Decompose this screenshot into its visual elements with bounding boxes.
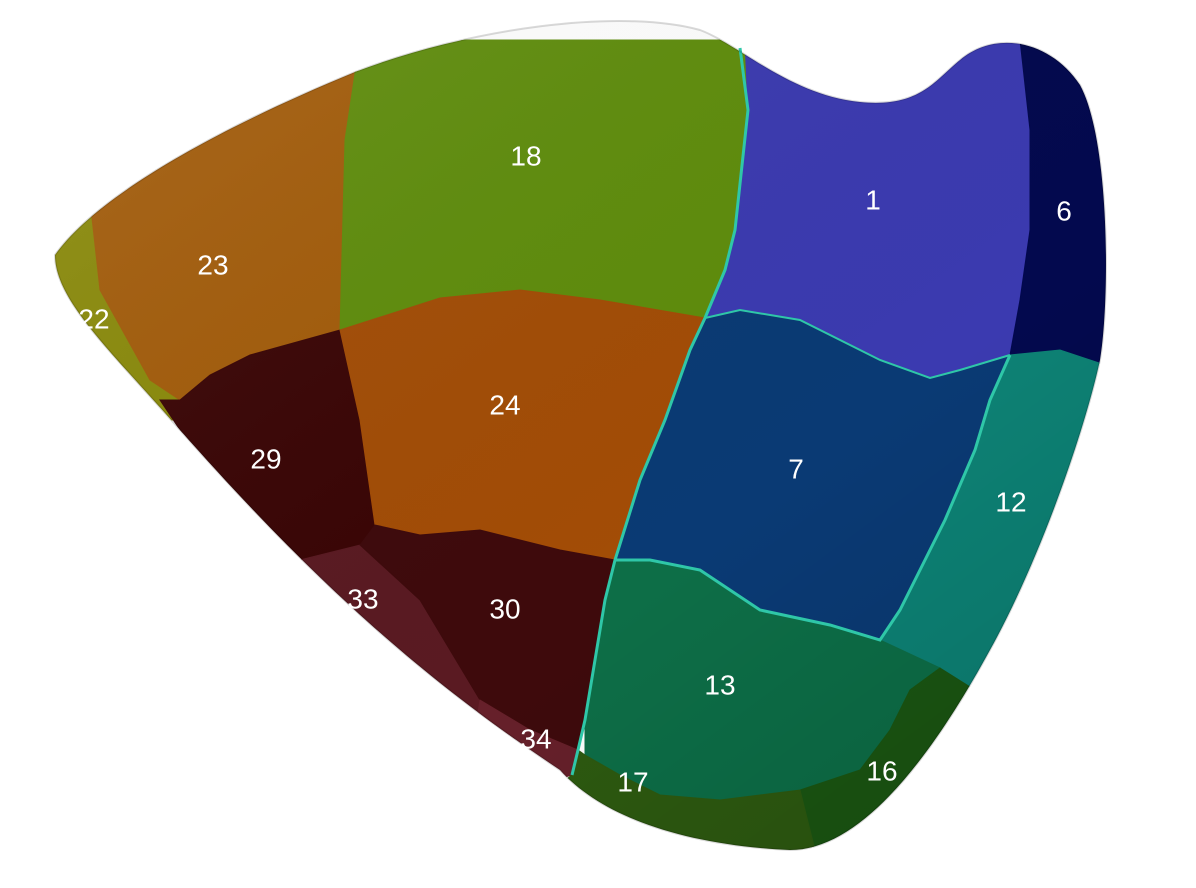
segment-label-23: 23 xyxy=(197,249,228,280)
segment-label-33: 33 xyxy=(347,583,378,614)
segment-label-1: 1 xyxy=(865,184,881,215)
segment-label-13: 13 xyxy=(704,669,735,700)
heart-outline xyxy=(53,20,1107,852)
segment-label-24: 24 xyxy=(489,389,520,420)
segment-label-18: 18 xyxy=(510,140,541,171)
segment-label-22: 22 xyxy=(78,303,109,334)
segment-label-12: 12 xyxy=(995,486,1026,517)
segment-label-7: 7 xyxy=(788,453,804,484)
segment-label-30: 30 xyxy=(489,593,520,624)
segment-label-34: 34 xyxy=(520,723,551,754)
segment-label-6: 6 xyxy=(1056,195,1072,226)
segment-label-29: 29 xyxy=(250,443,281,474)
region-boundary xyxy=(570,47,750,776)
segment-label-16: 16 xyxy=(866,755,897,786)
region-boundary-lower xyxy=(615,354,1012,642)
segment-label-17: 17 xyxy=(617,766,648,797)
region-boundary-upper xyxy=(704,308,1011,380)
